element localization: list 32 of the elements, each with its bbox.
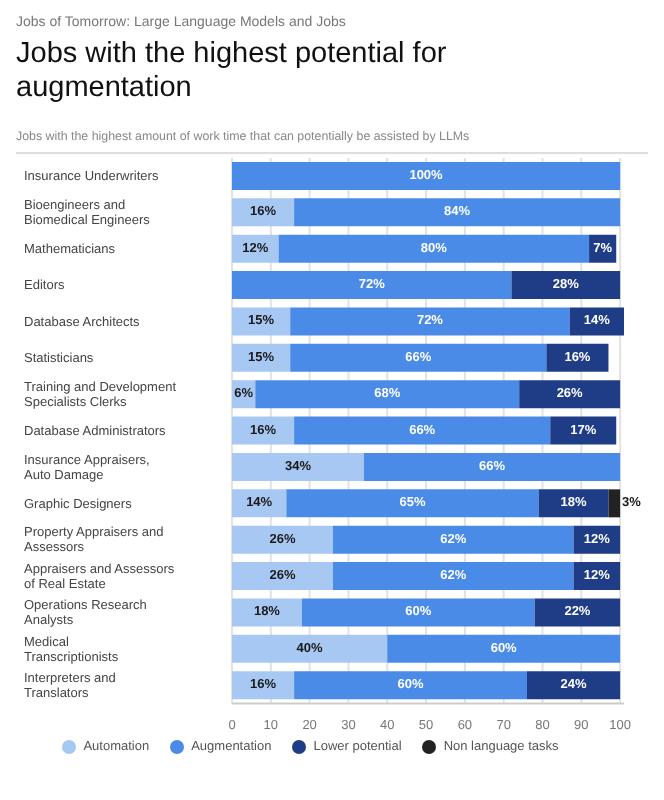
bar: [286, 489, 539, 518]
bar: [294, 416, 551, 445]
bar: [511, 271, 621, 300]
bar: [232, 271, 512, 300]
bar: [301, 598, 535, 627]
bar: [294, 671, 527, 700]
bar: [546, 343, 609, 372]
bar: [294, 198, 621, 227]
bar: [363, 452, 621, 481]
bar: [232, 198, 295, 227]
bar: [526, 671, 621, 700]
bar: [290, 307, 570, 336]
bar: [232, 671, 295, 700]
bar: [387, 634, 621, 663]
bar: [538, 489, 609, 518]
chart-title: Jobs with the highest potential for augmentation: [16, 38, 449, 106]
bar: [232, 562, 333, 591]
bar: [232, 416, 295, 445]
bar: [278, 234, 590, 263]
bar: [232, 598, 302, 627]
bar: [232, 162, 621, 190]
bar: [232, 634, 388, 663]
bar: [534, 598, 621, 627]
bar: [550, 416, 617, 445]
bar: [255, 380, 520, 409]
bar: [290, 343, 547, 372]
bar: [332, 562, 574, 591]
bar: [332, 525, 574, 554]
bar: [608, 489, 621, 518]
bar: [519, 380, 621, 409]
bar: [232, 452, 364, 481]
bar: [232, 525, 333, 554]
